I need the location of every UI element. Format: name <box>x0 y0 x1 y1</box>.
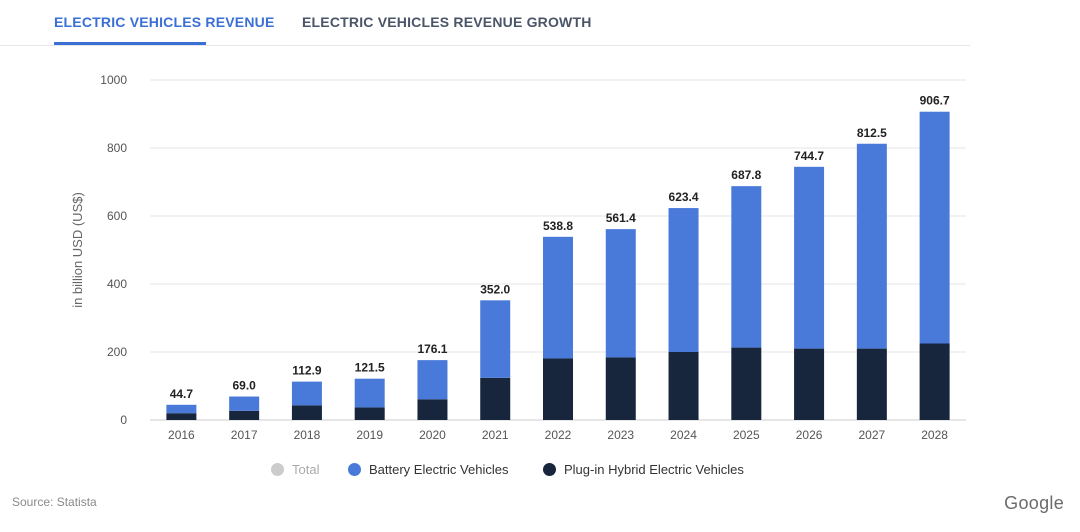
x-tick-label-2021: 2021 <box>482 428 509 442</box>
bar-battery-electric-vehicles-2026[interactable] <box>794 166 825 349</box>
bar-plug-in-hybrid-electric-vehicles-2016[interactable] <box>166 413 197 420</box>
data-label-2020: 176.1 <box>417 342 447 356</box>
bar-battery-electric-vehicles-2027[interactable] <box>856 143 887 349</box>
active-tab-indicator <box>54 42 206 45</box>
bar-plug-in-hybrid-electric-vehicles-2026[interactable] <box>794 348 825 420</box>
x-tick-label-2025: 2025 <box>733 428 760 442</box>
y-tick-label-400: 400 <box>107 277 127 291</box>
y-tick-label-0: 0 <box>120 413 127 427</box>
chart-legend: Total Battery Electric Vehicles Plug-in … <box>0 462 1080 482</box>
tab-divider <box>0 45 970 46</box>
y-tick-label-600: 600 <box>107 209 127 223</box>
bar-plug-in-hybrid-electric-vehicles-2017[interactable] <box>229 410 260 420</box>
x-tick-label-2017: 2017 <box>231 428 258 442</box>
bar-battery-electric-vehicles-2028[interactable] <box>919 111 950 344</box>
bar-battery-electric-vehicles-2020[interactable] <box>417 360 448 400</box>
bar-plug-in-hybrid-electric-vehicles-2025[interactable] <box>731 347 762 420</box>
google-logo: Google <box>1004 493 1064 513</box>
x-tick-label-2023: 2023 <box>607 428 634 442</box>
data-label-2017: 69.0 <box>232 379 256 393</box>
data-label-2018: 112.9 <box>292 364 322 378</box>
tab-bar: ELECTRIC VEHICLES REVENUE ELECTRIC VEHIC… <box>0 0 1080 46</box>
x-tick-label-2026: 2026 <box>796 428 823 442</box>
y-tick-label-200: 200 <box>107 345 127 359</box>
data-label-2022: 538.8 <box>543 219 573 233</box>
bar-battery-electric-vehicles-2023[interactable] <box>605 229 636 358</box>
bar-battery-electric-vehicles-2021[interactable] <box>480 300 511 378</box>
legend-dot-plug-in-hybrid-electric-vehicles <box>543 463 556 476</box>
bar-battery-electric-vehicles-2017[interactable] <box>229 396 260 411</box>
bar-plug-in-hybrid-electric-vehicles-2019[interactable] <box>354 407 385 420</box>
y-axis-ticks: 0 200 400 600 800 1000 <box>100 73 127 427</box>
legend-dot-total <box>271 463 284 476</box>
data-label-2023: 561.4 <box>606 211 636 225</box>
tab-electric-vehicles-revenue[interactable]: ELECTRIC VEHICLES REVENUE <box>54 14 275 30</box>
bar-battery-electric-vehicles-2016[interactable] <box>166 404 197 414</box>
bar-plug-in-hybrid-electric-vehicles-2020[interactable] <box>417 399 448 420</box>
bar-plug-in-hybrid-electric-vehicles-2022[interactable] <box>543 358 573 420</box>
data-label-2021: 352.0 <box>480 282 510 296</box>
x-tick-label-2019: 2019 <box>356 428 383 442</box>
data-label-2019: 121.5 <box>355 361 385 375</box>
x-tick-label-2020: 2020 <box>419 428 446 442</box>
x-tick-label-2022: 2022 <box>545 428 572 442</box>
x-tick-label-2027: 2027 <box>858 428 885 442</box>
bar-battery-electric-vehicles-2022[interactable] <box>543 236 573 359</box>
bar-plug-in-hybrid-electric-vehicles-2021[interactable] <box>480 377 511 420</box>
x-tick-label-2024: 2024 <box>670 428 697 442</box>
legend-dot-battery-electric-vehicles <box>348 463 361 476</box>
data-label-2024: 623.4 <box>669 190 699 204</box>
legend-label-plug-in-hybrid-electric-vehicles: Plug-in Hybrid Electric Vehicles <box>564 462 744 477</box>
legend-label-battery-electric-vehicles: Battery Electric Vehicles <box>369 462 509 477</box>
data-label-2025: 687.8 <box>731 168 761 182</box>
bar-plug-in-hybrid-electric-vehicles-2028[interactable] <box>919 343 950 421</box>
revenue-bar-chart: 0 200 400 600 800 1000 in billion USD (US$) 2… <box>70 73 966 442</box>
bar-battery-electric-vehicles-2025[interactable] <box>731 186 762 348</box>
bar-plug-in-hybrid-electric-vehicles-2027[interactable] <box>856 348 887 420</box>
legend-item-battery-electric-vehicles[interactable]: Battery Electric Vehicles <box>348 462 508 477</box>
bar-plug-in-hybrid-electric-vehicles-2023[interactable] <box>605 357 636 420</box>
x-tick-label-2028: 2028 <box>921 428 948 442</box>
y-tick-label-800: 800 <box>107 141 127 155</box>
bar-plug-in-hybrid-electric-vehicles-2018[interactable] <box>291 405 322 420</box>
data-label-2027: 812.5 <box>857 126 887 140</box>
x-tick-label-2018: 2018 <box>294 428 321 442</box>
chart-bars <box>166 111 950 421</box>
legend-label-total: Total <box>292 462 320 477</box>
bar-plug-in-hybrid-electric-vehicles-2024[interactable] <box>668 352 699 420</box>
bar-battery-electric-vehicles-2019[interactable] <box>354 378 385 408</box>
source-note: Source: Statista <box>12 495 97 509</box>
data-label-2028: 906.7 <box>920 94 950 108</box>
y-tick-label-1000: 1000 <box>100 73 127 87</box>
x-axis-ticks: 2016 2017 2018 2019 2020 2021 2022 2023 2024 2025… <box>168 428 948 442</box>
data-label-2026: 744.7 <box>794 149 824 163</box>
data-labels: 44.7 69.0 112.9 121.5 176.1 352.0 538.8 561.4 62… <box>170 94 950 401</box>
legend-item-plug-in-hybrid-electric-vehicles[interactable]: Plug-in Hybrid Electric Vehicles <box>543 462 744 477</box>
bar-battery-electric-vehicles-2018[interactable] <box>291 381 322 406</box>
x-tick-label-2016: 2016 <box>168 428 195 442</box>
tab-electric-vehicles-revenue-growth[interactable]: ELECTRIC VEHICLES REVENUE GROWTH <box>302 14 592 30</box>
legend-item-total[interactable]: Total <box>271 462 319 477</box>
y-axis-label: in billion USD (US$) <box>70 192 85 308</box>
bar-battery-electric-vehicles-2024[interactable] <box>668 208 699 352</box>
data-label-2016: 44.7 <box>170 387 194 401</box>
